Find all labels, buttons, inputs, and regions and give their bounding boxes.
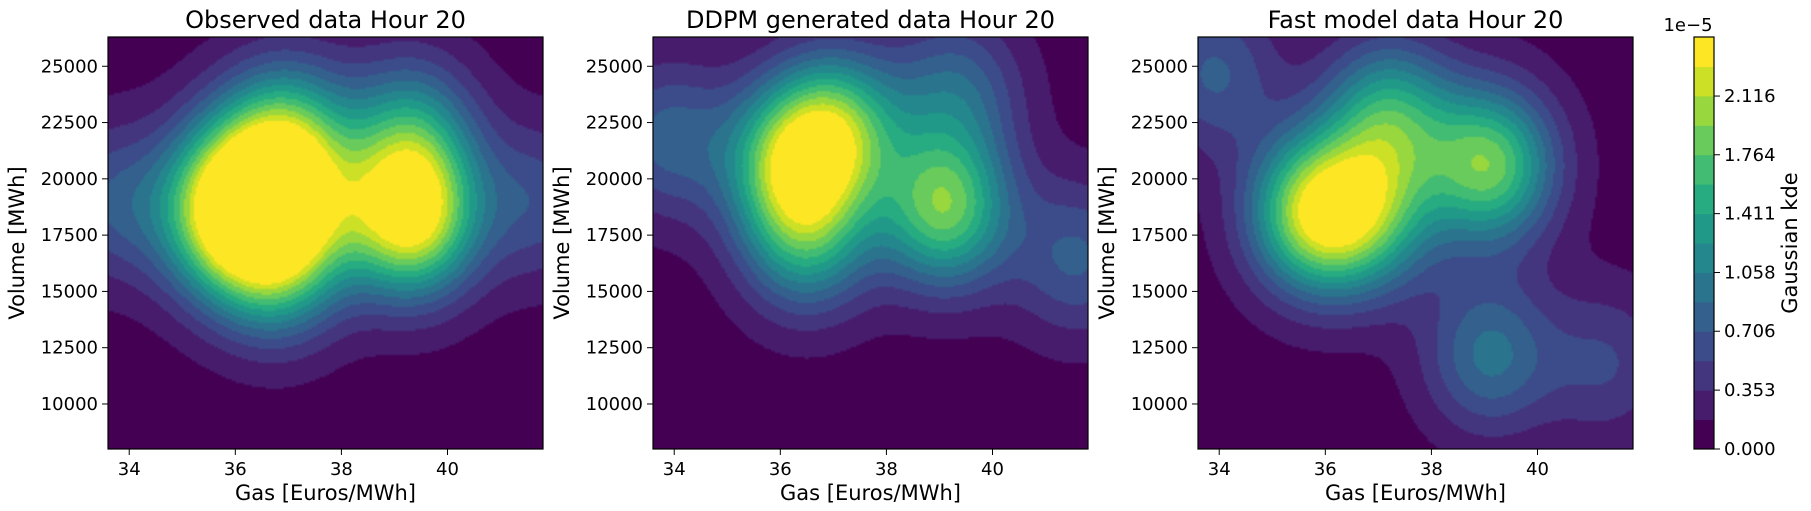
colorbar-band (1694, 331, 1714, 362)
y-axis-label: Volume [MWh] (1095, 166, 1119, 319)
x-axis-label: Gas [Euros/MWh] (1325, 481, 1506, 505)
colorbar-band (1694, 301, 1714, 332)
x-tick-label: 38 (330, 459, 353, 480)
panel-title: DDPM generated data Hour 20 (686, 6, 1055, 34)
colorbar: 0.000 0.353 0.706 1.058 1.411 1.764 2.116 1e−5… (1663, 15, 1802, 460)
y-tick-label: 22500 (41, 113, 98, 134)
colorbar-tick-label: 1.058 (1724, 263, 1776, 284)
y-tick-label: 17500 (1131, 225, 1188, 246)
y-tick-label: 25000 (586, 56, 643, 77)
colorbar-band (1694, 213, 1714, 244)
y-tick-label: 20000 (1131, 169, 1188, 190)
plot-frame (107, 36, 544, 450)
x-tick-label: 40 (981, 459, 1004, 480)
plot-frame (652, 36, 1089, 450)
y-tick-label: 10000 (41, 394, 98, 415)
colorbar-band (1694, 419, 1714, 450)
colorbar-tick-label: 2.116 (1724, 86, 1776, 107)
y-tick-label: 12500 (1131, 338, 1188, 359)
x-axis-label: Gas [Euros/MWh] (780, 481, 961, 505)
x-axis-label: Gas [Euros/MWh] (235, 481, 416, 505)
y-tick-label: 25000 (41, 56, 98, 77)
kde-contour-image (653, 37, 1088, 449)
y-tick-label: 12500 (586, 338, 643, 359)
plot-frame (1197, 36, 1634, 450)
y-axis-label: Volume [MWh] (550, 166, 574, 319)
colorbar-band (1694, 95, 1714, 126)
x-tick-label: 40 (1526, 459, 1549, 480)
colorbar-band (1694, 184, 1714, 215)
x-tick-label: 36 (769, 459, 792, 480)
x-tick-label: 36 (1314, 459, 1337, 480)
y-tick-label: 17500 (586, 225, 643, 246)
panel-fast-model: Fast model data Hour 20 Gas [Euros/MWh] … (1095, 6, 1634, 505)
x-tick-label: 34 (1208, 459, 1231, 480)
y-tick-label: 12500 (41, 338, 98, 359)
colorbar-band (1694, 66, 1714, 97)
y-tick-label: 25000 (1131, 56, 1188, 77)
x-tick-label: 38 (875, 459, 898, 480)
colorbar-frame (1693, 36, 1715, 450)
x-ticks: 34 36 38 40 (663, 449, 1004, 480)
x-tick-label: 34 (118, 459, 141, 480)
x-tick-label: 38 (1420, 459, 1443, 480)
colorbar-band (1694, 360, 1714, 391)
colorbar-band (1694, 243, 1714, 273)
colorbar-band (1694, 272, 1714, 303)
y-tick-label: 20000 (41, 169, 98, 190)
y-ticks: 10000 12500 15000 17500 20000 22500 25000 (41, 56, 108, 415)
colorbar-label: Gaussian kde (1778, 172, 1802, 313)
colorbar-tick-label: 1.411 (1724, 204, 1776, 225)
x-ticks: 34 36 38 40 (118, 449, 459, 480)
kde-contour-image (108, 37, 543, 449)
colorbar-tick-label: 0.000 (1724, 439, 1776, 460)
panel-title: Observed data Hour 20 (185, 6, 466, 34)
kde-contour-image (1198, 37, 1633, 449)
colorbar-tick-label: 1.764 (1724, 145, 1776, 166)
colorbar-scale-label: 1e−5 (1663, 15, 1712, 36)
x-tick-label: 34 (663, 459, 686, 480)
colorbar-band (1694, 154, 1714, 185)
y-tick-label: 15000 (586, 281, 643, 302)
y-tick-label: 15000 (41, 281, 98, 302)
y-tick-label: 10000 (1131, 394, 1188, 415)
y-ticks: 10000 12500 15000 17500 20000 22500 25000 (586, 56, 653, 415)
y-tick-label: 20000 (586, 169, 643, 190)
x-ticks: 34 36 38 40 (1208, 449, 1549, 480)
colorbar-band (1694, 37, 1714, 67)
y-tick-label: 22500 (1131, 113, 1188, 134)
y-axis-label: Volume [MWh] (5, 166, 29, 319)
colorbar-band (1694, 125, 1714, 156)
y-ticks: 10000 12500 15000 17500 20000 22500 25000 (1131, 56, 1198, 415)
y-tick-label: 15000 (1131, 281, 1188, 302)
x-tick-label: 36 (224, 459, 247, 480)
colorbar-bands (1694, 37, 1714, 450)
y-tick-label: 22500 (586, 113, 643, 134)
y-tick-label: 17500 (41, 225, 98, 246)
panel-ddpm: DDPM generated data Hour 20 Gas [Euros/M… (550, 6, 1089, 505)
colorbar-band (1694, 390, 1714, 421)
colorbar-tick-label: 0.706 (1724, 321, 1776, 342)
panel-observed: Observed data Hour 20 Gas [Euros/MWh] Vo… (5, 6, 544, 505)
y-tick-label: 10000 (586, 394, 643, 415)
colorbar-ticks: 0.000 0.353 0.706 1.058 1.411 1.764 2.116 (1714, 86, 1776, 460)
colorbar-tick-label: 0.353 (1724, 380, 1776, 401)
panel-title: Fast model data Hour 20 (1268, 6, 1564, 34)
x-tick-label: 40 (436, 459, 459, 480)
